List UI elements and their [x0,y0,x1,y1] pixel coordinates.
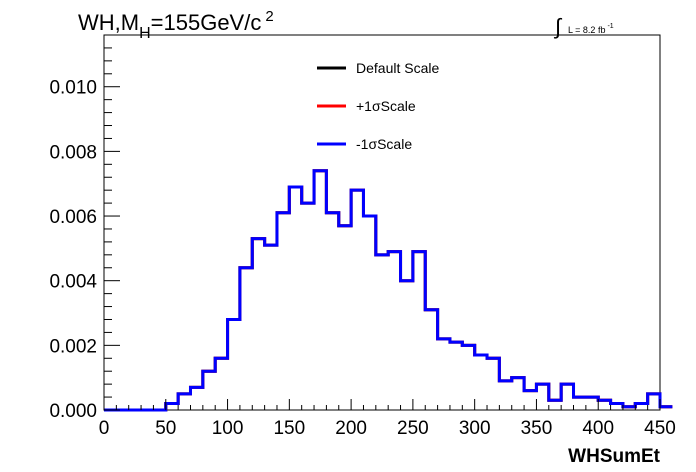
y-tick-label: 0.006 [49,207,97,228]
x-tick-label: 50 [155,418,176,439]
y-tick-label: 0.010 [49,78,97,99]
y-axis: 0.000 0.002 0.004 0.006 0.008 0.010 [49,34,120,422]
x-tick-label: 200 [335,418,367,439]
x-tick-label: 0 [99,418,110,439]
x-tick-label: 350 [521,418,553,439]
luminosity-superscript: -1 [607,23,613,30]
legend: Default Scale +1σScale -1σScale [317,60,439,152]
x-axis-title: WHSumEt [568,446,661,467]
series-layer [104,169,673,412]
x-tick-label: 300 [459,418,491,439]
series-line [104,169,673,412]
chart-title: WH,MH=155GeV/c 2 [78,8,274,42]
x-tick-label: 450 [644,418,676,439]
legend-label: -1σScale [356,136,412,152]
luminosity-value: L = 8.2 fb [568,25,605,35]
legend-label: Default Scale [356,60,439,76]
x-tick-label: 400 [582,418,614,439]
y-tick-label: 0.000 [49,401,97,422]
y-tick-label: 0.004 [49,272,97,293]
x-axis: 0 50 100 150 200 250 300 350 400 450 [99,399,676,439]
chart-title-superscript: 2 [265,8,273,25]
plot-frame [103,34,661,411]
luminosity-label: ∫ L = 8.2 fb -1 [553,14,614,39]
series-line [104,169,673,412]
integral-symbol: ∫ [553,14,563,39]
x-tick-label: 150 [273,418,305,439]
chart-title-rest: =155GeV/c [151,10,262,35]
x-tick-label: 250 [397,418,429,439]
legend-label: +1σScale [356,98,416,114]
series-line [104,169,673,412]
luminosity-text: L = 8.2 fb -1 [568,23,614,35]
chart-title-main: WH,M [78,10,139,35]
y-tick-label: 0.002 [49,336,97,357]
x-tick-label: 100 [212,418,244,439]
chart-title-subscript: H [139,25,151,42]
y-tick-label: 0.008 [49,142,97,163]
